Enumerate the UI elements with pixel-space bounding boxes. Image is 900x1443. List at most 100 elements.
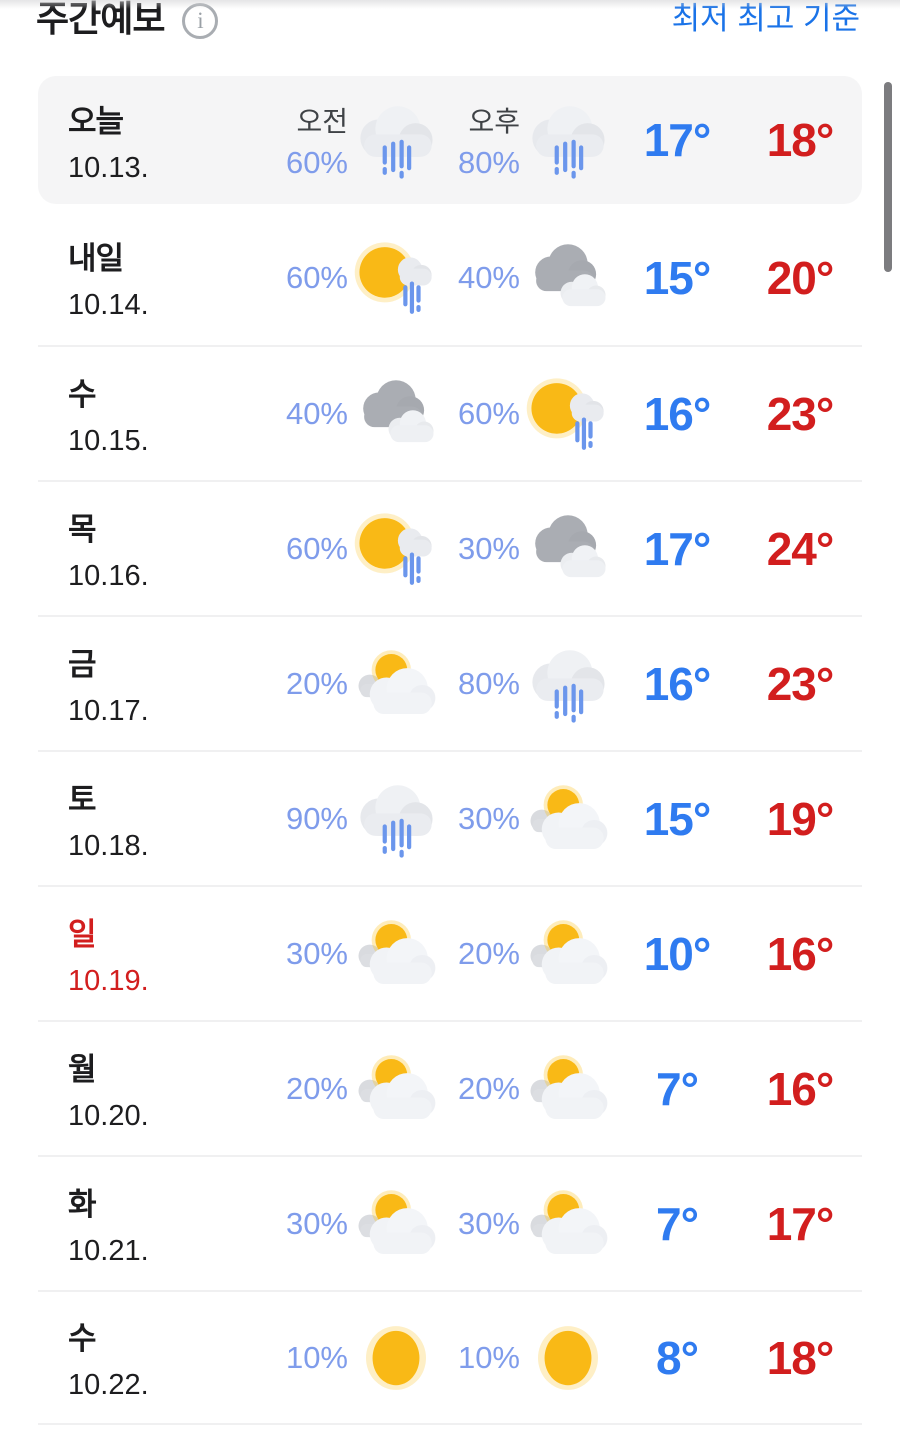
- day-label: 월: [68, 1052, 97, 1087]
- weather-icon-partly-sunny: [520, 1044, 616, 1134]
- high-temp: 17°: [766, 1197, 835, 1250]
- date-label: 10.22.: [68, 1369, 149, 1401]
- day-label: 일: [68, 917, 97, 952]
- weather-icon-sunny: [520, 1313, 616, 1403]
- forecast-row[interactable]: 월 10.20. 20% 20% 7° 16°: [38, 1020, 862, 1155]
- am-precip: 20%: [278, 1071, 348, 1107]
- scrollbar-thumb[interactable]: [884, 82, 892, 272]
- date-label: 10.18.: [68, 830, 149, 862]
- pm-precip: 10%: [444, 1340, 520, 1376]
- day-column: 화 10.21.: [38, 1179, 278, 1268]
- am-precip-percent: 20%: [285, 665, 348, 701]
- low-temp: 15°: [643, 251, 712, 304]
- pm-precip-percent: 30%: [457, 530, 520, 566]
- date-label: 10.14.: [68, 289, 149, 321]
- low-temp: 16°: [643, 657, 712, 710]
- high-temp: 18°: [766, 1331, 835, 1384]
- pm-precip-percent: 60%: [457, 395, 520, 431]
- weather-icon-cloudy: [520, 233, 616, 323]
- day-label: 내일: [68, 241, 124, 276]
- temp-legend-link[interactable]: 최저 최고 기준: [671, 1, 860, 36]
- am-precip-percent: 30%: [285, 1205, 348, 1241]
- am-precip-percent: 30%: [285, 935, 348, 971]
- am-precip: 30%: [278, 936, 348, 972]
- high-temp: 16°: [766, 927, 835, 980]
- weather-icon-partly-sunny: [348, 1179, 444, 1269]
- day-column: 일 10.19.: [38, 909, 278, 998]
- am-precip-percent: 90%: [285, 800, 348, 836]
- high-temp: 16°: [766, 1062, 835, 1115]
- low-temp: 16°: [643, 387, 712, 440]
- pm-precip-percent: 40%: [457, 259, 520, 295]
- day-label: 수: [68, 377, 97, 412]
- low-temp: 7°: [656, 1197, 699, 1250]
- am-precip-percent: 40%: [285, 395, 348, 431]
- info-icon[interactable]: i: [182, 3, 219, 39]
- am-precip: 오전 60%: [278, 100, 348, 181]
- weather-icon-partly-sunny: [348, 1044, 444, 1134]
- pm-precip: 30%: [444, 801, 520, 837]
- weather-icon-partly-sunny: [520, 1179, 616, 1269]
- pm-precip: 20%: [444, 936, 520, 972]
- forecast-row[interactable]: 일 10.19. 30% 20% 10° 16°: [38, 885, 862, 1020]
- low-temp: 7°: [656, 1062, 699, 1115]
- pm-precip-percent: 20%: [457, 935, 520, 971]
- pm-precip: 30%: [444, 1206, 520, 1242]
- am-precip: 10%: [278, 1340, 348, 1376]
- day-column: 오늘 10.13.: [38, 96, 278, 185]
- weather-icon-cloudy: [520, 504, 616, 594]
- day-column: 월 10.20.: [38, 1044, 278, 1133]
- weather-icon-sun-rain: [520, 369, 616, 459]
- page-header: 주간예보 i 최저 최고 기준: [0, 0, 900, 42]
- low-temp: 17°: [643, 114, 712, 166]
- day-column: 토 10.18.: [38, 774, 278, 863]
- am-precip-percent: 60%: [285, 144, 348, 180]
- weather-icon-rain: [348, 774, 444, 864]
- pm-precip-percent: 80%: [457, 665, 520, 701]
- forecast-row[interactable]: 수 10.15. 40% 60% 16°: [38, 345, 862, 480]
- forecast-row[interactable]: 토 10.18. 90% 30%: [38, 750, 862, 885]
- weather-icon-sun-rain: [348, 233, 444, 323]
- am-precip: 90%: [278, 801, 348, 837]
- forecast-row[interactable]: 금 10.17. 20% 80%: [38, 615, 862, 750]
- day-label: 목: [68, 512, 97, 547]
- am-precip: 40%: [278, 396, 348, 432]
- weather-icon-sunny: [348, 1313, 444, 1403]
- pm-precip-percent: 30%: [457, 800, 520, 836]
- weather-icon-partly-sunny: [348, 639, 444, 729]
- am-precip-percent: 60%: [285, 530, 348, 566]
- pm-precip: 60%: [444, 396, 520, 432]
- day-label: 금: [68, 647, 97, 682]
- weather-icon-partly-sunny: [348, 909, 444, 999]
- pm-precip: 80%: [444, 666, 520, 702]
- forecast-row[interactable]: 수 10.22. 10% 10% 8° 18°: [38, 1290, 862, 1425]
- pm-precip: 오후 80%: [444, 100, 520, 181]
- high-temp: 24°: [766, 522, 835, 575]
- date-label: 10.13.: [68, 151, 149, 184]
- forecast-row[interactable]: 화 10.21. 30% 30% 7° 17°: [38, 1155, 862, 1290]
- forecast-list: 오늘 10.13. 오전 60% 오후 80%: [38, 76, 862, 1425]
- day-label: 오늘: [68, 103, 124, 139]
- weather-icon-sun-rain: [348, 504, 444, 594]
- high-temp: 19°: [766, 792, 835, 845]
- forecast-row[interactable]: 내일 10.14. 60% 40% 15: [38, 210, 862, 345]
- weather-icon-rain: [520, 639, 616, 729]
- date-label: 10.19.: [68, 965, 149, 997]
- day-column: 내일 10.14.: [38, 233, 278, 322]
- period-label-am: 오전: [296, 105, 348, 137]
- pm-precip-percent: 20%: [457, 1070, 520, 1106]
- forecast-row[interactable]: 목 10.16. 60% 30% 17°: [38, 480, 862, 615]
- am-precip: 60%: [278, 260, 348, 296]
- high-temp: 23°: [766, 657, 835, 710]
- am-precip-percent: 60%: [285, 259, 348, 295]
- date-label: 10.17.: [68, 695, 149, 727]
- pm-precip-percent: 80%: [457, 144, 520, 180]
- weather-icon-rain: [520, 95, 616, 185]
- am-precip: 20%: [278, 666, 348, 702]
- day-column: 수 10.22.: [38, 1313, 278, 1402]
- am-precip-percent: 20%: [285, 1070, 348, 1106]
- day-label: 수: [68, 1321, 97, 1356]
- forecast-row[interactable]: 오늘 10.13. 오전 60% 오후 80%: [38, 76, 862, 204]
- pm-precip-percent: 30%: [457, 1205, 520, 1241]
